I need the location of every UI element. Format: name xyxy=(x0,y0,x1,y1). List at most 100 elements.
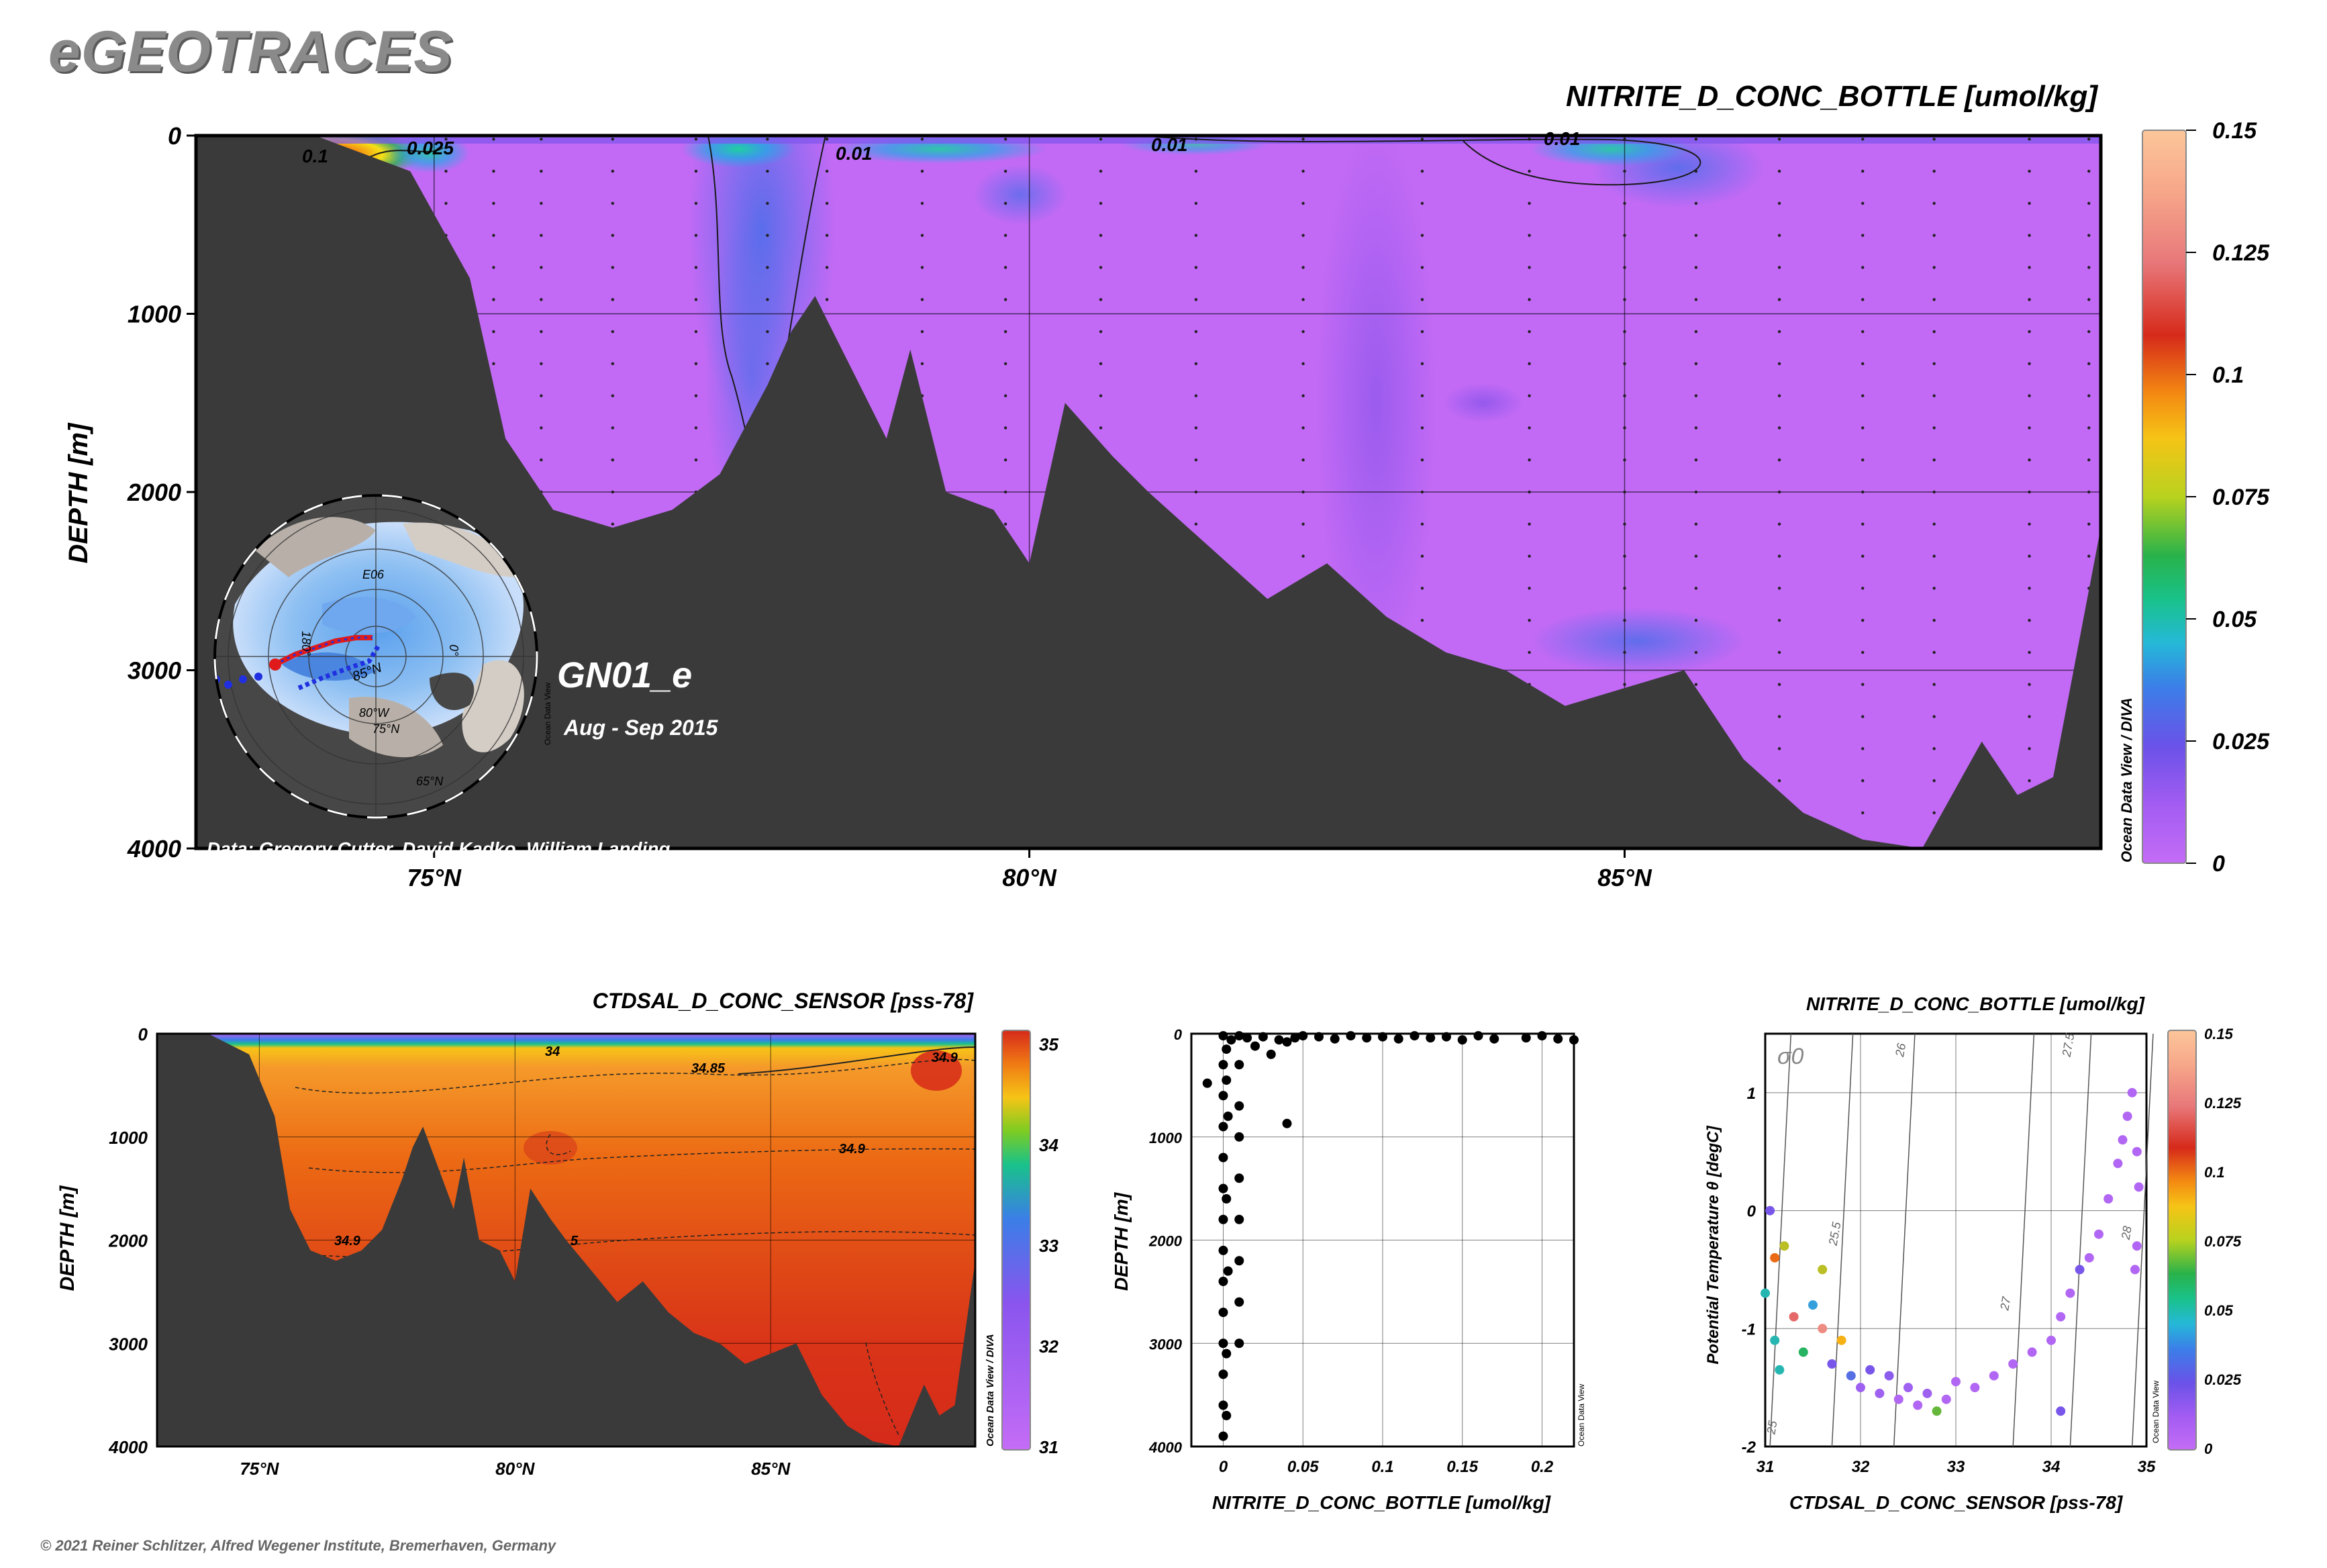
station-sample-dot xyxy=(1003,426,1007,430)
station-sample-dot xyxy=(1301,426,1305,430)
main-y-tick-label: 3000 xyxy=(128,657,181,685)
station-sample-dot xyxy=(1099,266,1103,269)
ts-point xyxy=(1922,1388,1932,1398)
cruise-label: GN01_e xyxy=(557,655,692,695)
density-line xyxy=(2131,1033,2154,1447)
main-field xyxy=(196,136,2101,848)
salinity-seafloor xyxy=(157,1034,975,1447)
station-sample-dot xyxy=(1694,201,1698,205)
station-sample-dot xyxy=(1932,298,1936,301)
density-label: 25 xyxy=(1764,1419,1780,1436)
main-colorbar xyxy=(2142,130,2187,864)
station-sample-dot xyxy=(1777,394,1781,397)
ts-point xyxy=(1798,1347,1808,1357)
station-sample-dot xyxy=(920,266,924,269)
station-sample-dot xyxy=(1301,201,1305,205)
salinity-contour-label: 34.9 xyxy=(839,1142,866,1157)
profile-point xyxy=(1222,1349,1232,1359)
station-sample-dot xyxy=(1932,394,1936,397)
station-sample-dot xyxy=(2028,266,2031,269)
station-sample-dot xyxy=(1861,618,1865,622)
profile-point xyxy=(1282,1118,1292,1128)
station-sample-dot xyxy=(1623,650,1626,654)
salinity-contour-label: 5 xyxy=(571,1234,579,1248)
salinity-y-tick-label: 1000 xyxy=(109,1128,148,1148)
station-sample-dot xyxy=(540,169,543,173)
profile-x-tick-label: 0.2 xyxy=(1531,1458,1554,1476)
station-sample-dot xyxy=(1623,522,1626,526)
station-sample-dot xyxy=(1301,298,1305,301)
profile-point xyxy=(1218,1183,1228,1193)
profile-point xyxy=(1218,1031,1228,1041)
ts-colorbar xyxy=(2167,1030,2197,1451)
station-sample-dot xyxy=(611,394,615,397)
density-line xyxy=(2012,1033,2035,1447)
profile-point xyxy=(1553,1034,1563,1044)
ts-point xyxy=(1770,1335,1780,1345)
ts-point xyxy=(1770,1253,1780,1263)
profile-point xyxy=(1362,1033,1372,1043)
station-sample-dot xyxy=(1420,522,1424,526)
profile-y-tick-label: 0 xyxy=(1174,1026,1183,1043)
salinity-y-tick-label: 4000 xyxy=(108,1437,148,1457)
main-colorbar-label: 0.05 xyxy=(2212,607,2257,632)
station-sample-dot xyxy=(444,201,448,205)
ts-colorbar-label: 0.025 xyxy=(2204,1371,2242,1388)
profile-point xyxy=(1234,1060,1244,1070)
station-sample-dot xyxy=(611,298,615,301)
station-sample-dot xyxy=(1420,201,1424,205)
station-sample-dot xyxy=(1528,362,1531,366)
station-sample-dot xyxy=(825,266,829,269)
profile-point xyxy=(1298,1031,1308,1041)
station-sample-dot xyxy=(1694,330,1698,334)
station-sample-dot xyxy=(1301,362,1305,366)
contour-0.01-east xyxy=(1140,136,1701,186)
station-sample-dot xyxy=(1777,330,1781,334)
density-label: 27 xyxy=(1997,1295,2014,1312)
ts-point xyxy=(1865,1365,1875,1375)
station-sample-dot xyxy=(1694,362,1698,366)
profile-plot: 0 1000 2000 3000 4000 0 0.05 0.1 0.15 0.2 NITRIT… xyxy=(1111,1026,1586,1513)
salinity-odv-label: Ocean Data View / DIVA xyxy=(985,1334,996,1447)
profile-ylabel: DEPTH [m] xyxy=(1111,1191,1132,1291)
station-sample-dot xyxy=(2028,201,2031,205)
station-sample-dot xyxy=(1003,169,1007,173)
station-sample-dot xyxy=(825,201,829,205)
density-label: 26 xyxy=(1893,1042,1909,1059)
station-sample-dot xyxy=(1420,587,1424,590)
main-x-ticks: 75°N 80°N 85°N xyxy=(407,848,1652,891)
station-sample-dot xyxy=(611,138,615,141)
main-y-tick-label: 1000 xyxy=(128,301,181,328)
profile-point xyxy=(1218,1431,1228,1441)
station-sample-dot xyxy=(1861,458,1865,462)
ts-point xyxy=(2130,1265,2140,1275)
station-sample-dot xyxy=(1301,490,1305,494)
station-sample-dot xyxy=(2087,138,2091,141)
density-line xyxy=(2069,1033,2092,1447)
inset-label: 180° xyxy=(299,631,313,656)
station-sample-dot xyxy=(1861,266,1865,269)
profile-point xyxy=(1218,1245,1228,1255)
station-sample-dot xyxy=(1694,618,1698,622)
station-sample-dot xyxy=(1694,650,1698,654)
station-sample-dot xyxy=(766,201,769,205)
profile-point xyxy=(1226,1035,1236,1045)
ts-colorbar-label: 0.075 xyxy=(2204,1233,2242,1250)
station-sample-dot xyxy=(540,298,543,301)
station-sample-dot xyxy=(1528,650,1531,654)
ts-odv-label: Ocean Data View xyxy=(2151,1381,2161,1443)
station-sample-dot xyxy=(1194,298,1198,301)
station-sample-dot xyxy=(1528,587,1531,590)
ts-point xyxy=(2075,1265,2085,1275)
station-sample-dot xyxy=(2087,554,2091,558)
inset-label: 65°N xyxy=(416,775,444,788)
profile-point xyxy=(1521,1033,1531,1043)
copyright: © 2021 Reiner Schlitzer, Alfred Wegener … xyxy=(40,1537,556,1554)
station-sample-dot xyxy=(1194,330,1198,334)
profile-point xyxy=(1218,1277,1228,1286)
main-colorbar-label: 0.075 xyxy=(2212,485,2270,510)
station-sample-dot xyxy=(694,169,698,173)
station-sample-dot xyxy=(2087,362,2091,366)
